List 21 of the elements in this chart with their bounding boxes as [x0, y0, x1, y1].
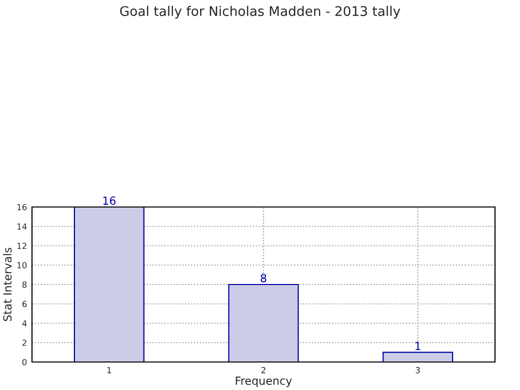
bar — [74, 207, 144, 362]
data-label: 1 — [416, 342, 420, 350]
chart-title: Goal tally for Nicholas Madden - 2013 tally — [120, 6, 400, 19]
y-axis-title: Stat Intervals — [3, 248, 12, 321]
y-tick-label: 10 — [17, 262, 27, 268]
x-tick-label: 3 — [416, 367, 420, 374]
x-tick-label: 2 — [261, 367, 266, 374]
y-tick-label: 14 — [17, 223, 27, 230]
data-label: 8 — [260, 274, 266, 282]
x-axis-title: Frequency — [236, 376, 292, 388]
y-tick-label: 8 — [22, 281, 27, 288]
bar — [382, 352, 454, 362]
y-tick-label: 16 — [17, 204, 27, 210]
bar — [228, 284, 299, 362]
x-tick-label: 1 — [107, 367, 112, 374]
y-tick-label: 12 — [17, 242, 26, 249]
data-label: 16 — [103, 196, 116, 205]
y-tick-label: 2 — [22, 340, 26, 346]
y-tick-label: 6 — [22, 300, 27, 308]
y-tick-label: 4 — [22, 320, 27, 326]
y-tick-label: 0 — [22, 358, 27, 366]
